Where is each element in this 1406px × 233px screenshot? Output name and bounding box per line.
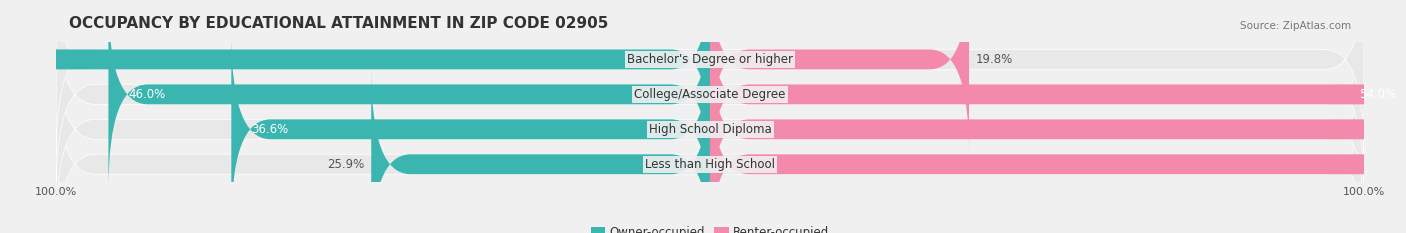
Text: 19.8%: 19.8% <box>976 53 1012 66</box>
FancyBboxPatch shape <box>710 69 1406 233</box>
FancyBboxPatch shape <box>371 69 710 233</box>
Text: Less than High School: Less than High School <box>645 158 775 171</box>
FancyBboxPatch shape <box>0 0 710 154</box>
FancyBboxPatch shape <box>710 34 1406 224</box>
Text: College/Associate Degree: College/Associate Degree <box>634 88 786 101</box>
Text: OCCUPANCY BY EDUCATIONAL ATTAINMENT IN ZIP CODE 02905: OCCUPANCY BY EDUCATIONAL ATTAINMENT IN Z… <box>69 16 609 31</box>
Text: Bachelor's Degree or higher: Bachelor's Degree or higher <box>627 53 793 66</box>
Text: 25.9%: 25.9% <box>328 158 364 171</box>
FancyBboxPatch shape <box>108 0 710 189</box>
FancyBboxPatch shape <box>56 69 1364 233</box>
FancyBboxPatch shape <box>56 34 1364 224</box>
Text: High School Diploma: High School Diploma <box>648 123 772 136</box>
Text: 46.0%: 46.0% <box>128 88 166 101</box>
FancyBboxPatch shape <box>56 0 1364 189</box>
Text: 54.0%: 54.0% <box>1360 88 1396 101</box>
FancyBboxPatch shape <box>56 0 1364 154</box>
Legend: Owner-occupied, Renter-occupied: Owner-occupied, Renter-occupied <box>591 226 830 233</box>
FancyBboxPatch shape <box>710 0 969 154</box>
Text: Source: ZipAtlas.com: Source: ZipAtlas.com <box>1240 21 1351 31</box>
FancyBboxPatch shape <box>232 34 710 224</box>
FancyBboxPatch shape <box>710 0 1406 189</box>
Text: 36.6%: 36.6% <box>252 123 288 136</box>
